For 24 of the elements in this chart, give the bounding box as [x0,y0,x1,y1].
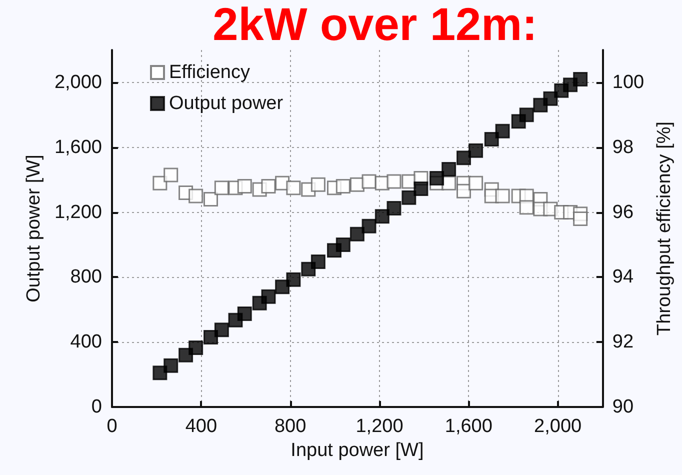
y-tick-label: 1,600 [54,136,102,158]
x-tick-label: 400 [185,416,218,437]
y-tick-label: 800 [70,266,102,288]
y-axis-title: Output power [W] [24,154,45,302]
y-tick-label: 1,200 [54,202,102,223]
y-tick-label: 400 [70,332,102,353]
legend-label: Output power [169,93,284,114]
y2-tick-label: 92 [612,332,634,353]
y2-tick-label: 98 [612,136,634,158]
x-tick-label: 2,000 [534,416,582,437]
y2-tick-label: 96 [612,202,634,223]
x-tick-label: 1,600 [444,416,492,437]
y2-tick-label: 94 [612,266,634,288]
y2-tick-label: 100 [612,72,644,93]
y2-axis-title: Throughput efficiency [%] [654,121,675,336]
chart-title: 2kW over 12m: [212,0,538,50]
x-tick-label: 800 [274,416,306,437]
y-tick-label: 0 [91,396,102,418]
x-tick-label: 0 [106,416,118,437]
y-tick-label: 2,000 [54,72,102,93]
x-tick-label: 1,200 [356,416,404,437]
y2-tick-label: 90 [612,396,634,418]
legend-label: Efficiency [169,62,250,83]
x-axis-title: Input power [W] [290,440,424,461]
